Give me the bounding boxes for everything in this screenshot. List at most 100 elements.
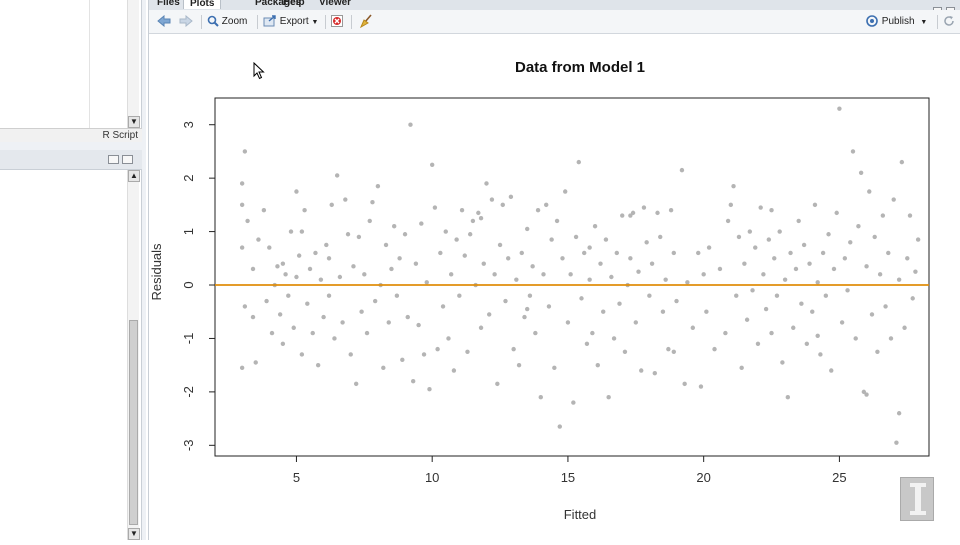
console-pane[interactable]: ▲ ▼	[0, 170, 142, 540]
data-point	[706, 245, 712, 250]
data-point	[462, 253, 467, 258]
data-point	[641, 205, 647, 210]
data-point	[337, 274, 343, 280]
data-point	[345, 232, 351, 237]
data-point	[848, 240, 853, 245]
data-point	[910, 296, 915, 301]
console-scrollbar[interactable]: ▲ ▼	[127, 170, 140, 540]
data-point	[772, 256, 777, 261]
watermark-logo	[900, 477, 934, 521]
minimize-icon[interactable]	[108, 155, 119, 164]
console-header	[0, 150, 142, 170]
data-point	[353, 381, 359, 387]
data-point	[750, 288, 755, 293]
zoom-button[interactable]: Zoom	[207, 14, 247, 30]
data-point	[484, 181, 489, 186]
maximize-icon[interactable]	[122, 155, 133, 164]
data-point	[886, 250, 891, 256]
export-button[interactable]: Export ▼	[263, 14, 318, 30]
scroll-down-icon[interactable]: ▼	[128, 528, 140, 540]
data-point	[277, 312, 283, 317]
data-point	[617, 301, 622, 306]
forward-arrow-icon[interactable]	[179, 14, 193, 30]
data-point	[679, 167, 685, 173]
toolbar-separator	[257, 15, 258, 29]
data-point	[370, 199, 375, 205]
data-point	[845, 288, 850, 293]
data-point	[739, 365, 744, 371]
data-point	[894, 440, 899, 445]
tab-files[interactable]: Files	[157, 0, 180, 8]
data-point	[864, 264, 869, 269]
remove-plot-button[interactable]	[331, 14, 343, 30]
data-point	[690, 325, 696, 330]
remove-plot-icon	[331, 15, 343, 28]
data-point	[538, 395, 543, 400]
script-type-select[interactable]: R Script	[102, 130, 138, 141]
tab-help[interactable]: Help	[283, 0, 305, 8]
publish-button[interactable]: Publish ▼	[865, 14, 927, 30]
data-point	[310, 330, 315, 336]
data-point	[636, 269, 641, 274]
plots-toolbar: Zoom Export ▼ Publish ▼	[149, 10, 960, 34]
data-point	[595, 362, 600, 368]
tab-viewer[interactable]: Viewer	[319, 0, 352, 8]
data-point	[299, 352, 305, 357]
y-tick-label: 0	[181, 281, 196, 288]
data-point	[712, 346, 717, 352]
data-point	[568, 272, 573, 277]
data-point	[546, 304, 552, 309]
data-point	[467, 232, 473, 237]
source-editor[interactable]: ▼ R Script	[0, 0, 142, 142]
editor-gutter	[0, 0, 90, 128]
data-point	[831, 266, 837, 272]
data-point	[291, 325, 296, 330]
magnifier-icon	[207, 16, 219, 28]
data-point	[522, 314, 527, 320]
plot-scrollbar	[940, 35, 960, 540]
data-point	[294, 189, 299, 194]
editor-scrollbar[interactable]: ▼	[127, 0, 140, 128]
data-point	[891, 197, 896, 202]
data-point	[796, 218, 801, 224]
data-point	[807, 261, 812, 266]
data-point	[799, 301, 804, 306]
scroll-thumb[interactable]	[129, 320, 138, 525]
scroll-up-icon[interactable]: ▲	[128, 170, 140, 182]
data-point	[896, 411, 902, 416]
left-panes: ▼ R Script ▲ ▼	[0, 0, 146, 540]
data-point	[386, 320, 391, 325]
data-point	[639, 368, 644, 373]
data-point	[576, 159, 581, 165]
tab-packages[interactable]: Packages	[255, 0, 302, 8]
data-point	[915, 237, 921, 242]
data-point	[584, 341, 590, 346]
data-point	[758, 205, 763, 210]
data-point	[280, 341, 286, 346]
data-point	[663, 277, 668, 282]
data-point	[269, 330, 275, 336]
data-point	[305, 301, 310, 306]
data-point	[671, 349, 677, 355]
data-point	[747, 229, 753, 234]
data-point	[717, 266, 723, 272]
back-arrow-icon[interactable]	[157, 14, 171, 30]
tab-plots[interactable]: Plots	[183, 0, 222, 9]
data-point	[299, 229, 305, 234]
scroll-down-icon[interactable]: ▼	[128, 116, 140, 128]
y-tick-label: -3	[181, 440, 196, 452]
data-point	[704, 309, 709, 314]
data-point	[829, 368, 834, 373]
data-point	[429, 162, 435, 167]
data-point	[288, 229, 294, 234]
clear-plots-button[interactable]	[359, 14, 373, 30]
data-point	[253, 360, 258, 365]
refresh-button[interactable]	[943, 14, 955, 30]
data-point	[823, 293, 829, 298]
y-tick-label: 1	[181, 228, 196, 235]
data-point	[250, 314, 256, 320]
data-point	[842, 256, 848, 261]
data-point	[256, 237, 261, 242]
data-point	[601, 309, 606, 314]
plot-frame	[214, 97, 930, 457]
